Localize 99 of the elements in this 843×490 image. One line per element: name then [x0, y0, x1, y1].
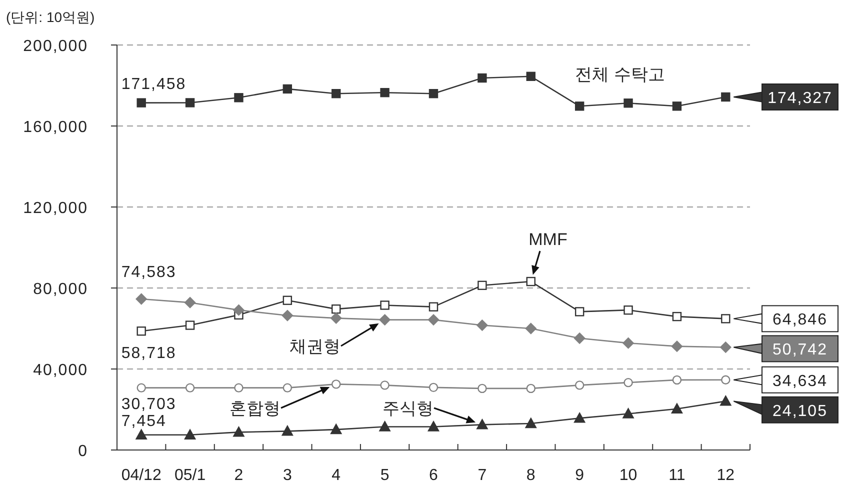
x-tick-label: 5 — [380, 467, 390, 484]
point — [136, 383, 146, 392]
data-label: 50,742 — [772, 342, 828, 359]
point — [525, 418, 536, 428]
point — [478, 280, 487, 290]
data-label: 34,634 — [772, 372, 828, 390]
data-label: 24,105 — [772, 402, 828, 420]
point — [136, 98, 146, 108]
series-label: MMF — [528, 230, 568, 249]
x-tick-label: 3 — [282, 467, 292, 484]
point — [234, 383, 244, 392]
x-tick-label: 10 — [619, 467, 638, 484]
point — [476, 320, 488, 331]
data-label: 171,458 — [121, 76, 186, 93]
x-tick-label: 04/12 — [121, 467, 162, 484]
point — [332, 89, 341, 98]
point — [428, 421, 440, 432]
data-label: 74,583 — [121, 264, 176, 281]
point — [234, 93, 244, 102]
point — [136, 326, 146, 336]
point — [330, 312, 342, 324]
point — [574, 332, 586, 344]
annotation: (단위: 10억원) — [6, 9, 95, 25]
point — [671, 403, 683, 414]
point — [672, 375, 682, 385]
series-label: 전체 수탁고 — [575, 65, 665, 84]
point — [380, 300, 390, 310]
point — [184, 429, 196, 440]
x-tick-label: 2 — [234, 467, 244, 484]
point — [574, 412, 586, 423]
point — [428, 314, 440, 326]
x-tick-label: 05/1 — [174, 467, 206, 484]
point — [282, 296, 292, 305]
data-label: 58,718 — [121, 345, 176, 362]
point — [476, 419, 488, 430]
point — [184, 296, 196, 308]
x-tick-label: 11 — [668, 467, 686, 484]
point — [525, 322, 536, 334]
data-label: 7,454 — [121, 412, 166, 430]
point — [478, 73, 487, 83]
point — [136, 429, 147, 440]
point — [379, 421, 390, 432]
point — [624, 305, 633, 315]
point — [233, 426, 244, 437]
point — [282, 426, 294, 436]
data-label: 30,703 — [121, 396, 176, 413]
x-tick-label: 6 — [429, 467, 438, 484]
point — [282, 310, 294, 322]
x-tick-label: 8 — [526, 467, 536, 484]
y-tick-label: 200,000 — [23, 38, 88, 55]
point — [282, 383, 292, 392]
point — [672, 102, 682, 111]
point — [720, 396, 732, 406]
x-tick-label: 4 — [332, 467, 341, 484]
y-tick-label: 120,000 — [23, 200, 88, 217]
series-label: 혼합형 — [230, 399, 280, 418]
data-label: 64,846 — [772, 312, 828, 329]
point — [671, 340, 683, 352]
point — [672, 312, 682, 322]
point — [720, 342, 732, 353]
point — [332, 304, 341, 314]
x-tick-label: 12 — [716, 467, 735, 484]
data-label: 174,327 — [768, 90, 832, 107]
point — [526, 72, 536, 81]
point — [185, 320, 195, 330]
y-tick-label: 0 — [78, 443, 88, 460]
point — [622, 408, 634, 418]
series-label: 채권형 — [290, 337, 340, 356]
y-tick-label: 40,000 — [33, 362, 88, 379]
point — [330, 424, 342, 434]
point — [526, 384, 536, 394]
point — [282, 84, 292, 94]
point — [428, 382, 438, 392]
point — [478, 384, 487, 394]
point — [379, 314, 390, 326]
point — [721, 92, 730, 102]
point — [233, 304, 244, 316]
point — [185, 98, 195, 108]
point — [574, 380, 584, 390]
point — [380, 88, 390, 98]
point — [136, 293, 147, 305]
series-label: 주식형 — [382, 399, 434, 418]
point — [428, 302, 438, 312]
point — [185, 383, 195, 392]
point — [622, 337, 634, 349]
point — [721, 375, 730, 384]
point — [624, 378, 633, 388]
point — [428, 89, 438, 98]
point — [526, 276, 536, 286]
x-tick-label: 7 — [478, 467, 487, 484]
point — [574, 102, 584, 111]
point — [721, 314, 730, 324]
point — [332, 380, 341, 389]
x-tick-label: 9 — [575, 467, 584, 484]
y-tick-label: 160,000 — [23, 119, 88, 136]
point — [574, 307, 584, 316]
point — [624, 98, 633, 108]
y-tick-label: 80,000 — [33, 281, 88, 298]
point — [380, 380, 390, 390]
